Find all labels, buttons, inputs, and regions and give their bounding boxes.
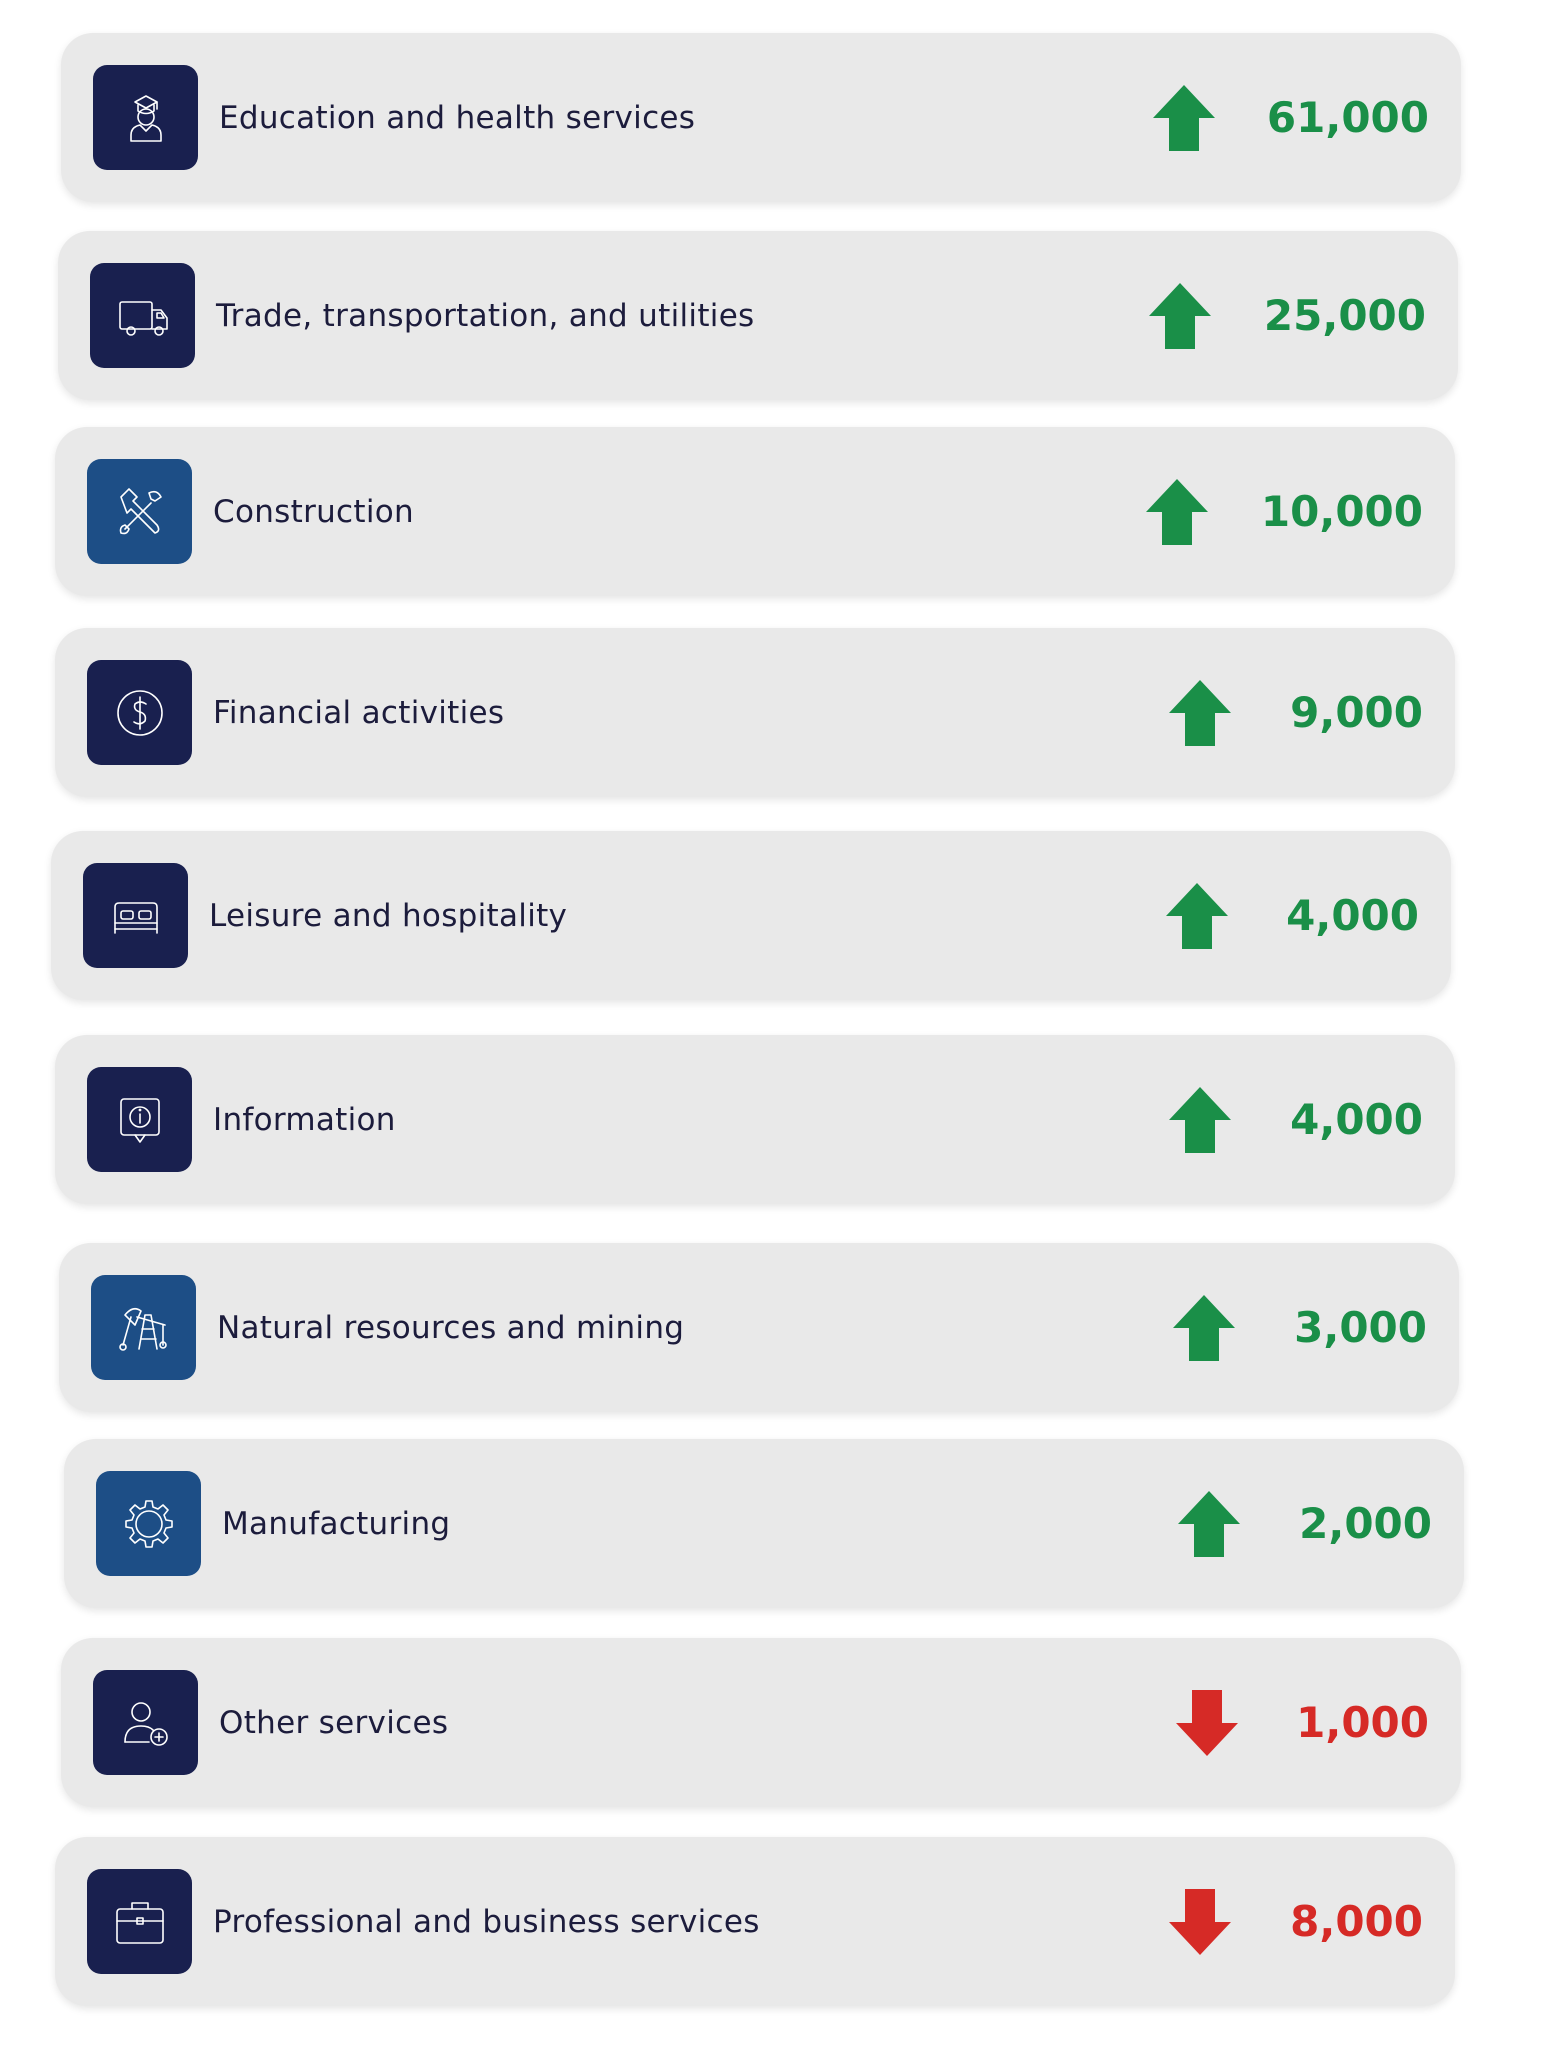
arrow-up-icon: [1153, 85, 1215, 151]
industry-icon-box: [96, 1471, 201, 1576]
industry-icon-box: [93, 1670, 198, 1775]
industry-label: Financial activities: [213, 694, 505, 731]
industry-row: Information 4,000: [55, 1035, 1455, 1204]
industry-icon-box: [87, 1067, 192, 1172]
arrow-up-icon: [1149, 283, 1211, 349]
industry-row: Manufacturing 2,000: [64, 1439, 1464, 1608]
industry-icon-box: [90, 263, 195, 368]
arrow-up-icon: [1169, 680, 1231, 746]
arrow-down-icon: [1169, 1889, 1231, 1955]
industry-label: Natural resources and mining: [217, 1309, 685, 1346]
industry-row: Education and health services 61,000: [61, 33, 1461, 202]
industry-label: Education and health services: [219, 99, 696, 136]
change-value: 25,000: [1263, 291, 1426, 340]
graduate-person-icon: [129, 94, 162, 142]
change-value: 2,000: [1299, 1499, 1432, 1548]
industry-row: Trade, transportation, and utilities 25,0…: [58, 231, 1458, 400]
change-value: 10,000: [1260, 487, 1423, 536]
industry-label: Manufacturing: [222, 1505, 451, 1542]
change-value: 1,000: [1296, 1698, 1429, 1747]
briefcase-icon: [115, 1901, 164, 1944]
industry-label: Professional and business services: [213, 1903, 760, 1940]
industry-label: Other services: [219, 1704, 449, 1741]
change-value: 4,000: [1290, 1095, 1423, 1144]
info-bubble-icon: [119, 1097, 160, 1143]
industry-icon-box: [87, 459, 192, 564]
change-value: 9,000: [1290, 688, 1423, 737]
industry-label: Information: [213, 1101, 396, 1138]
change-value: 3,000: [1294, 1303, 1427, 1352]
industry-icon-box: [87, 660, 192, 765]
change-value: 8,000: [1290, 1897, 1423, 1946]
industry-label: Leisure and hospitality: [209, 897, 568, 934]
arrow-up-icon: [1173, 1295, 1235, 1361]
gear-icon: [124, 1499, 173, 1548]
bed-icon: [113, 901, 158, 934]
industry-row: Leisure and hospitality 4,000: [51, 831, 1451, 1000]
industry-row: Other services 1,000: [61, 1638, 1461, 1807]
industry-icon-box: [91, 1275, 196, 1380]
industry-icon-box: [87, 1869, 192, 1974]
industry-row: Professional and business services 8,000: [55, 1837, 1455, 2006]
industry-label: Trade, transportation, and utilities: [216, 297, 755, 334]
oil-rig-icon: [118, 1307, 167, 1351]
industry-icon-box: [83, 863, 188, 968]
arrow-up-icon: [1146, 479, 1208, 545]
person-add-icon: [123, 1701, 168, 1746]
industry-row: Financial activities 9,000: [55, 628, 1455, 797]
delivery-truck-icon: [118, 300, 168, 336]
dollar-coin-icon: [116, 689, 163, 736]
change-value: 4,000: [1286, 891, 1419, 940]
industry-row: Natural resources and mining 3,000: [59, 1243, 1459, 1412]
wrench-hammer-icon: [119, 487, 162, 534]
industry-row: Construction 10,000: [55, 427, 1455, 596]
industry-icon-box: [93, 65, 198, 170]
arrow-down-icon: [1176, 1690, 1238, 1756]
arrow-up-icon: [1169, 1087, 1231, 1153]
arrow-up-icon: [1178, 1491, 1240, 1557]
arrow-up-icon: [1166, 883, 1228, 949]
industry-label: Construction: [213, 493, 414, 530]
change-value: 61,000: [1266, 93, 1429, 142]
